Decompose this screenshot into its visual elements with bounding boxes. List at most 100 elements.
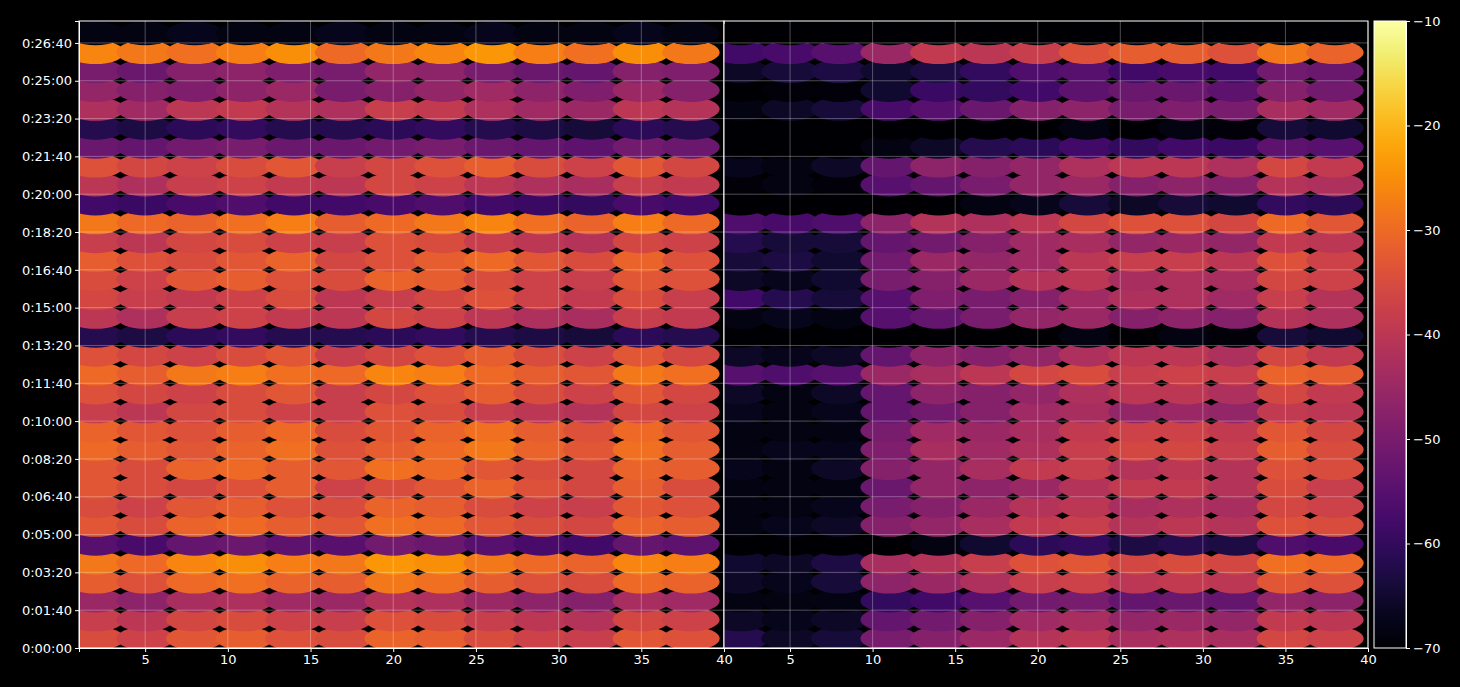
grid-line — [724, 610, 1368, 611]
tick: 0:03:20 — [22, 565, 79, 580]
tick: 20 — [385, 648, 402, 667]
grid-line — [724, 118, 1368, 119]
tick: 0:16:40 — [22, 262, 79, 277]
grid-line — [724, 534, 1368, 535]
grid-line — [790, 21, 791, 648]
grid-line — [145, 21, 146, 648]
grid-line — [393, 21, 394, 648]
grid-line — [79, 194, 724, 195]
tick: 35 — [634, 648, 651, 667]
grid-line — [79, 383, 724, 384]
tick: 0:10:00 — [22, 414, 79, 429]
grid-line — [558, 21, 559, 648]
tick: 5 — [786, 648, 794, 667]
tick-mark — [75, 610, 79, 611]
cell — [166, 22, 224, 45]
tick-mark — [75, 43, 79, 44]
colorbar — [1374, 21, 1406, 648]
tick: 0:11:40 — [22, 376, 79, 391]
tick: 35 — [1278, 648, 1295, 667]
tick-label: −30 — [1413, 223, 1440, 238]
tick-label: −20 — [1413, 118, 1440, 133]
panel — [712, 21, 1368, 650]
grid-line — [955, 21, 956, 648]
tick-label: 20 — [385, 652, 402, 667]
tick-mark — [75, 383, 79, 384]
tick: 15 — [303, 648, 320, 667]
grid-line — [724, 194, 1368, 195]
cell — [315, 22, 373, 45]
tick-label: 15 — [947, 652, 964, 667]
tick: 0:08:20 — [22, 452, 79, 467]
tick-mark — [75, 345, 79, 346]
tick-label: 20 — [1030, 652, 1047, 667]
tick-mark — [75, 308, 79, 309]
tick-label: 35 — [634, 652, 651, 667]
plot-frame — [79, 21, 724, 648]
tick-mark — [75, 648, 79, 649]
grid-line — [724, 80, 1368, 81]
tick-mark — [75, 421, 79, 422]
tick: 10 — [220, 648, 237, 667]
tick-label: 15 — [303, 652, 320, 667]
cell — [216, 22, 274, 45]
tick: 40 — [1360, 648, 1377, 667]
tick-mark — [1406, 439, 1410, 440]
tick: 10 — [865, 648, 882, 667]
tick-mark — [1406, 335, 1410, 336]
grid-line — [641, 21, 642, 648]
grid-line — [724, 345, 1368, 346]
x-axis: 510152025303540 — [80, 648, 733, 667]
grid-line — [79, 232, 724, 233]
axis-line — [75, 22, 80, 649]
tick: −70 — [1406, 641, 1440, 656]
grid-line — [227, 21, 228, 648]
tick: 0:20:00 — [22, 187, 79, 202]
grid-line — [724, 383, 1368, 384]
grid-line — [79, 269, 724, 270]
grid-line — [79, 534, 724, 535]
tick-label: 0:08:20 — [22, 452, 72, 467]
cell — [1158, 22, 1215, 45]
tick: 25 — [468, 648, 485, 667]
grid-line — [475, 21, 476, 648]
tick-label: 25 — [468, 652, 485, 667]
tick: −40 — [1406, 327, 1440, 342]
tick-mark — [1406, 230, 1410, 231]
grid-line — [79, 496, 724, 497]
cell — [811, 22, 868, 45]
plot-frame — [724, 21, 1368, 648]
y-axis: 0:00:000:01:400:03:200:05:000:06:400:08:… — [22, 22, 80, 656]
grid-line — [79, 80, 724, 81]
cell — [1306, 22, 1363, 45]
cells — [79, 22, 720, 648]
tick: 0:06:40 — [22, 489, 79, 504]
tick-label: 35 — [1278, 652, 1295, 667]
cell — [265, 22, 323, 45]
tick-mark — [1406, 544, 1410, 545]
cells — [724, 22, 1364, 648]
grid-line — [79, 421, 724, 422]
tick-label: 0:25:00 — [22, 73, 72, 88]
tick-mark — [75, 535, 79, 536]
background — [0, 0, 1460, 687]
tick-label: −50 — [1413, 432, 1440, 447]
tick: 0:25:00 — [22, 73, 79, 88]
tick-label: 0:15:00 — [22, 300, 72, 315]
tick: 0:26:40 — [22, 36, 79, 51]
tick-label: 30 — [551, 652, 568, 667]
grid-line — [1285, 21, 1286, 648]
cell — [414, 22, 472, 45]
tick-label: 0:06:40 — [22, 489, 72, 504]
tick: 20 — [1030, 648, 1047, 667]
grid-line — [1037, 21, 1038, 648]
tick-label: −60 — [1413, 536, 1440, 551]
tick-label: 0:10:00 — [22, 414, 72, 429]
tick: −60 — [1406, 536, 1440, 551]
tick-label: 0:16:40 — [22, 262, 72, 277]
grid-line — [724, 42, 1368, 43]
tick-label: 0:23:20 — [22, 111, 72, 126]
tick: 25 — [1113, 648, 1130, 667]
cell — [563, 22, 621, 45]
cell — [513, 22, 571, 45]
